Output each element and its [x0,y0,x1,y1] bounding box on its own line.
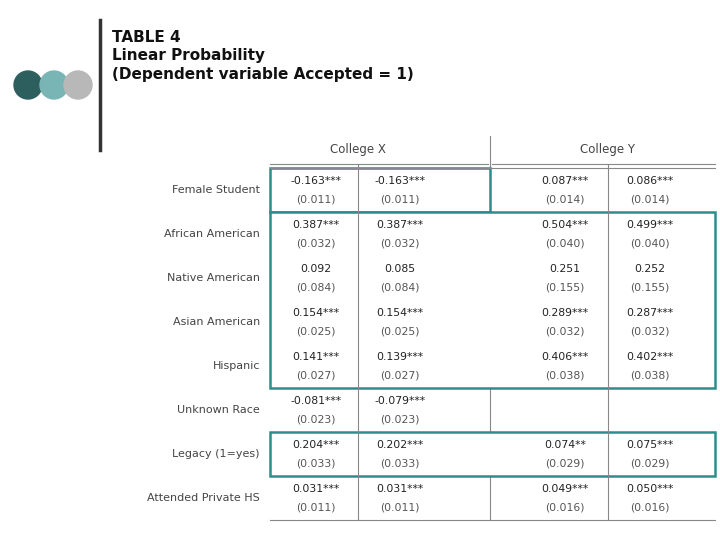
Text: (0.025): (0.025) [296,326,336,336]
Text: (0.011): (0.011) [296,502,336,512]
Text: (0.032): (0.032) [296,238,336,248]
Text: 0.085: 0.085 [384,264,415,274]
Circle shape [40,71,68,99]
Text: 0.204***: 0.204*** [292,440,340,450]
Text: 0.031***: 0.031*** [377,484,423,494]
Text: (0.029): (0.029) [630,458,670,468]
Text: 0.031***: 0.031*** [292,484,340,494]
Text: 0.141***: 0.141*** [292,352,340,362]
Text: -0.163***: -0.163*** [290,176,341,186]
Text: (0.084): (0.084) [380,282,420,292]
Text: 0.087***: 0.087*** [541,176,589,186]
Bar [270,432,715,476]
Text: (0.014): (0.014) [630,194,670,204]
Text: 0.289***: 0.289*** [541,308,588,318]
Text: 0.092: 0.092 [300,264,332,274]
Text: TABLE 4: TABLE 4 [112,30,181,45]
Text: (0.033): (0.033) [380,458,420,468]
Text: (0.155): (0.155) [545,282,585,292]
Text: (0.011): (0.011) [380,502,420,512]
Bar [270,168,490,212]
Text: (0.032): (0.032) [380,238,420,248]
Text: Hispanic: Hispanic [212,361,260,371]
Text: 0.504***: 0.504*** [541,220,589,230]
Text: Asian American: Asian American [173,317,260,327]
Text: Native American: Native American [167,273,260,283]
Text: 0.139***: 0.139*** [377,352,423,362]
Text: (0.029): (0.029) [545,458,585,468]
Text: 0.154***: 0.154*** [292,308,340,318]
Text: (0.040): (0.040) [545,238,585,248]
Text: Linear Probability: Linear Probability [112,48,265,63]
Text: (0.038): (0.038) [545,370,585,380]
Text: 0.086***: 0.086*** [626,176,674,186]
Text: 0.202***: 0.202*** [377,440,423,450]
Text: Female Student: Female Student [172,185,260,195]
Text: (0.023): (0.023) [380,414,420,424]
Text: 0.287***: 0.287*** [626,308,674,318]
Text: (0.014): (0.014) [545,194,585,204]
Text: -0.081***: -0.081*** [290,396,341,406]
Text: (0.023): (0.023) [296,414,336,424]
Text: 0.075***: 0.075*** [626,440,674,450]
Circle shape [64,71,92,99]
Text: (0.016): (0.016) [630,502,670,512]
Text: (0.032): (0.032) [630,326,670,336]
Text: (0.016): (0.016) [545,502,585,512]
Text: (0.027): (0.027) [380,370,420,380]
Text: (0.011): (0.011) [296,194,336,204]
Text: 0.251: 0.251 [549,264,580,274]
Text: (0.084): (0.084) [296,282,336,292]
Text: College Y: College Y [580,144,635,157]
Text: 0.402***: 0.402*** [626,352,674,362]
Text: (0.040): (0.040) [630,238,670,248]
Text: (0.027): (0.027) [296,370,336,380]
Text: Attended Private HS: Attended Private HS [148,493,260,503]
Circle shape [14,71,42,99]
Text: 0.154***: 0.154*** [377,308,423,318]
Text: (0.025): (0.025) [380,326,420,336]
Text: (0.038): (0.038) [630,370,670,380]
Text: (0.033): (0.033) [296,458,336,468]
Text: 0.252: 0.252 [634,264,665,274]
Text: -0.163***: -0.163*** [374,176,426,186]
Text: 0.050***: 0.050*** [626,484,674,494]
Text: 0.387***: 0.387*** [292,220,340,230]
Text: 0.406***: 0.406*** [541,352,589,362]
Text: 0.049***: 0.049*** [541,484,589,494]
Bar [270,212,715,388]
Text: 0.387***: 0.387*** [377,220,423,230]
Text: (0.032): (0.032) [545,326,585,336]
Text: College X: College X [330,144,386,157]
Text: (0.011): (0.011) [380,194,420,204]
Text: Unknown Race: Unknown Race [177,405,260,415]
Text: (0.155): (0.155) [630,282,670,292]
Text: (Dependent variable Accepted = 1): (Dependent variable Accepted = 1) [112,67,414,82]
Text: 0.074**: 0.074** [544,440,586,450]
Text: African American: African American [164,229,260,239]
Text: -0.079***: -0.079*** [374,396,426,406]
Text: Legacy (1=yes): Legacy (1=yes) [173,449,260,459]
Text: 0.499***: 0.499*** [626,220,674,230]
